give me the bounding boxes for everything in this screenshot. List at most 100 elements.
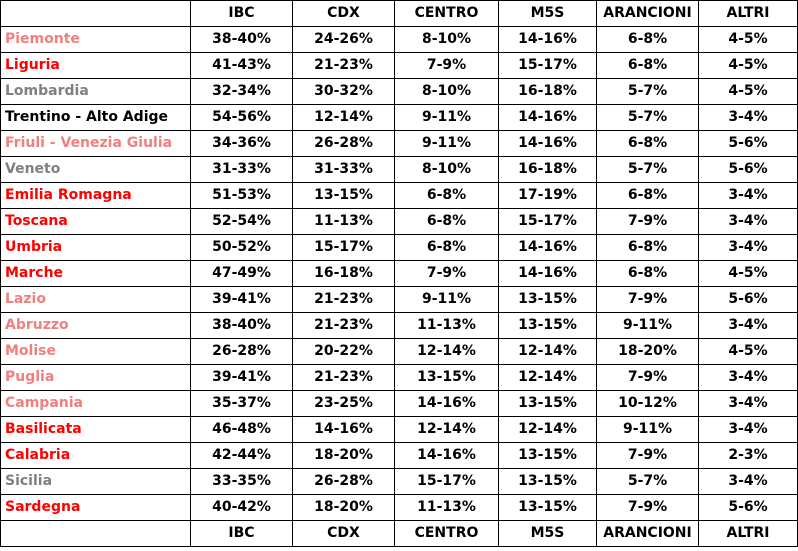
region-name-cell: Sardegna: [0, 494, 191, 521]
value-cell: 16-18%: [498, 156, 597, 183]
region-name-cell: Campania: [0, 390, 191, 417]
value-cell: 5-6%: [698, 156, 798, 183]
footer-corner-cell: [0, 520, 191, 547]
region-name-cell: Friuli - Venezia Giulia: [0, 130, 191, 157]
value-cell: 14-16%: [498, 104, 597, 131]
header-arancioni: ARANCIONI: [596, 0, 699, 27]
value-cell: 52-54%: [190, 208, 293, 235]
table-row: Lazio 39-41% 21-23% 9-11% 13-15% 7-9% 5-6%: [0, 286, 798, 313]
region-name-cell: Abruzzo: [0, 312, 191, 339]
value-cell: 13-15%: [498, 286, 597, 313]
value-cell: 13-15%: [498, 312, 597, 339]
value-cell: 3-4%: [698, 468, 798, 495]
value-cell: 12-14%: [498, 364, 597, 391]
value-cell: 15-17%: [394, 468, 499, 495]
table-row: Piemonte 38-40% 24-26% 8-10% 14-16% 6-8% 4-5%: [0, 26, 798, 53]
value-cell: 13-15%: [498, 442, 597, 469]
value-cell: 42-44%: [190, 442, 293, 469]
value-cell: 6-8%: [394, 234, 499, 261]
value-cell: 21-23%: [292, 364, 395, 391]
table-row: Sardegna 40-42% 18-20% 11-13% 13-15% 7-9% 5-6%: [0, 494, 798, 521]
value-cell: 5-7%: [596, 468, 699, 495]
value-cell: 11-13%: [394, 312, 499, 339]
value-cell: 26-28%: [190, 338, 293, 365]
footer-altri: ALTRI: [698, 520, 798, 547]
value-cell: 47-49%: [190, 260, 293, 287]
value-cell: 5-7%: [596, 104, 699, 131]
region-name-cell: Lazio: [0, 286, 191, 313]
table-row: Molise 26-28% 20-22% 12-14% 12-14% 18-20% 4-5%: [0, 338, 798, 365]
region-name-cell: Calabria: [0, 442, 191, 469]
table-row: Sicilia 33-35% 26-28% 15-17% 13-15% 5-7% 3-4%: [0, 468, 798, 495]
table-row: Trentino - Alto Adige 54-56% 12-14% 9-11% 14…: [0, 104, 798, 131]
value-cell: 18-20%: [292, 442, 395, 469]
value-cell: 12-14%: [498, 338, 597, 365]
value-cell: 46-48%: [190, 416, 293, 443]
value-cell: 13-15%: [292, 182, 395, 209]
value-cell: 3-4%: [698, 104, 798, 131]
value-cell: 39-41%: [190, 286, 293, 313]
table-body: Piemonte 38-40% 24-26% 8-10% 14-16% 6-8% 4-5% L…: [0, 26, 798, 521]
value-cell: 10-12%: [596, 390, 699, 417]
region-name-cell: Puglia: [0, 364, 191, 391]
region-name-cell: Trentino - Alto Adige: [0, 104, 191, 131]
value-cell: 7-9%: [394, 52, 499, 79]
region-name-cell: Umbria: [0, 234, 191, 261]
value-cell: 4-5%: [698, 52, 798, 79]
value-cell: 4-5%: [698, 26, 798, 53]
region-name-cell: Veneto: [0, 156, 191, 183]
value-cell: 54-56%: [190, 104, 293, 131]
value-cell: 41-43%: [190, 52, 293, 79]
table-row: Liguria 41-43% 21-23% 7-9% 15-17% 6-8% 4-5%: [0, 52, 798, 79]
table-row: Umbria 50-52% 15-17% 6-8% 14-16% 6-8% 3-4%: [0, 234, 798, 261]
value-cell: 14-16%: [498, 234, 597, 261]
value-cell: 17-19%: [498, 182, 597, 209]
value-cell: 3-4%: [698, 416, 798, 443]
value-cell: 15-17%: [292, 234, 395, 261]
value-cell: 2-3%: [698, 442, 798, 469]
region-name-cell: Piemonte: [0, 26, 191, 53]
value-cell: 14-16%: [498, 26, 597, 53]
value-cell: 3-4%: [698, 390, 798, 417]
value-cell: 3-4%: [698, 234, 798, 261]
value-cell: 8-10%: [394, 26, 499, 53]
table-row: Veneto 31-33% 31-33% 8-10% 16-18% 5-7% 5-6%: [0, 156, 798, 183]
value-cell: 26-28%: [292, 130, 395, 157]
value-cell: 9-11%: [394, 130, 499, 157]
value-cell: 12-14%: [394, 416, 499, 443]
value-cell: 7-9%: [596, 286, 699, 313]
value-cell: 21-23%: [292, 286, 395, 313]
value-cell: 51-53%: [190, 182, 293, 209]
table-row: Calabria 42-44% 18-20% 14-16% 13-15% 7-9% 2-3%: [0, 442, 798, 469]
value-cell: 33-35%: [190, 468, 293, 495]
region-name-cell: Liguria: [0, 52, 191, 79]
value-cell: 6-8%: [394, 208, 499, 235]
value-cell: 38-40%: [190, 312, 293, 339]
value-cell: 3-4%: [698, 182, 798, 209]
footer-m5s: M5S: [498, 520, 597, 547]
value-cell: 39-41%: [190, 364, 293, 391]
footer-cdx: CDX: [292, 520, 395, 547]
footer-ibc: IBC: [190, 520, 293, 547]
value-cell: 31-33%: [190, 156, 293, 183]
value-cell: 11-13%: [292, 208, 395, 235]
table-row: Puglia 39-41% 21-23% 13-15% 12-14% 7-9% 3-4%: [0, 364, 798, 391]
value-cell: 50-52%: [190, 234, 293, 261]
value-cell: 8-10%: [394, 156, 499, 183]
region-name-cell: Basilicata: [0, 416, 191, 443]
value-cell: 34-36%: [190, 130, 293, 157]
value-cell: 35-37%: [190, 390, 293, 417]
value-cell: 9-11%: [394, 104, 499, 131]
value-cell: 3-4%: [698, 312, 798, 339]
table-row: Basilicata 46-48% 14-16% 12-14% 12-14% 9-11% 3…: [0, 416, 798, 443]
value-cell: 16-18%: [498, 78, 597, 105]
value-cell: 15-17%: [498, 208, 597, 235]
header-cdx: CDX: [292, 0, 395, 27]
value-cell: 13-15%: [498, 390, 597, 417]
header-corner-cell: [0, 0, 191, 27]
value-cell: 5-6%: [698, 130, 798, 157]
value-cell: 20-22%: [292, 338, 395, 365]
table-row: Campania 35-37% 23-25% 14-16% 13-15% 10-12% 3-…: [0, 390, 798, 417]
footer-row: IBC CDX CENTRO M5S ARANCIONI ALTRI: [0, 520, 798, 547]
